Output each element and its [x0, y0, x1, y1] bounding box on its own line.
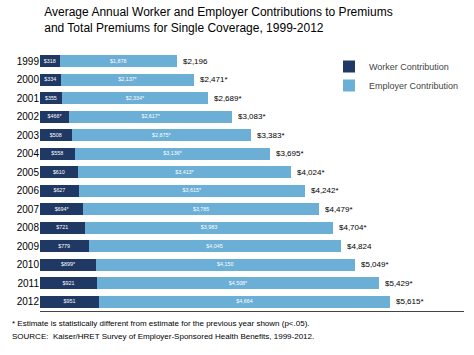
svg-text:2001: 2001	[17, 93, 40, 104]
svg-text:$4,664: $4,664	[236, 298, 252, 304]
svg-text:$2,196: $2,196	[183, 57, 208, 66]
svg-text:* Estimate is statistically di: * Estimate is statistically different fr…	[12, 319, 310, 328]
svg-text:$4,824: $4,824	[347, 242, 372, 251]
svg-text:$3,695*: $3,695*	[276, 149, 304, 158]
svg-text:$2,334*: $2,334*	[126, 95, 144, 101]
svg-text:$3,785: $3,785	[193, 206, 209, 212]
svg-text:2008: 2008	[17, 222, 40, 233]
svg-text:$508: $508	[50, 132, 62, 138]
svg-text:$951: $951	[64, 298, 76, 304]
svg-text:$2,689*: $2,689*	[214, 94, 242, 103]
svg-text:1999: 1999	[17, 56, 40, 67]
svg-text:$3,083*: $3,083*	[238, 112, 266, 121]
svg-text:$334: $334	[44, 76, 56, 82]
svg-text:$5,429*: $5,429*	[385, 279, 413, 288]
svg-text:2011: 2011	[17, 278, 39, 289]
svg-text:2006: 2006	[17, 185, 40, 196]
svg-text:Worker Contribution: Worker Contribution	[369, 62, 449, 72]
svg-text:$3,383*: $3,383*	[257, 131, 285, 140]
svg-text:$558: $558	[51, 150, 63, 156]
svg-text:2009: 2009	[17, 241, 40, 252]
svg-text:$4,150: $4,150	[217, 261, 233, 267]
svg-text:$2,875*: $2,875*	[152, 132, 170, 138]
svg-text:$318: $318	[44, 58, 56, 64]
svg-text:SOURCE: Kaiser/HRET Survey of: SOURCE: Kaiser/HRET Survey of Employer-S…	[12, 332, 314, 341]
svg-text:2002: 2002	[17, 111, 40, 122]
svg-text:$4,024*: $4,024*	[297, 168, 325, 177]
svg-text:$5,615*: $5,615*	[396, 297, 424, 306]
svg-text:Average Annual Worker and Empl: Average Annual Worker and Employer Contr…	[44, 5, 392, 35]
svg-text:$610: $610	[53, 169, 65, 175]
svg-text:2000: 2000	[17, 74, 40, 85]
svg-text:2004: 2004	[17, 148, 40, 159]
svg-text:$5,049*: $5,049*	[361, 260, 389, 269]
svg-text:$1,878: $1,878	[110, 58, 126, 64]
svg-text:2003: 2003	[17, 130, 40, 141]
svg-text:$899*: $899*	[61, 261, 75, 267]
svg-text:$4,045: $4,045	[206, 243, 222, 249]
svg-text:Employer Contribution: Employer Contribution	[369, 81, 458, 91]
svg-text:$694*: $694*	[55, 206, 69, 212]
svg-text:2005: 2005	[17, 167, 40, 178]
svg-text:$4,479*: $4,479*	[325, 205, 353, 214]
svg-text:$2,137*: $2,137*	[118, 76, 136, 82]
svg-text:$3,136*: $3,136*	[163, 150, 181, 156]
svg-text:2007: 2007	[17, 204, 40, 215]
svg-text:2012: 2012	[17, 296, 40, 307]
svg-text:$466*: $466*	[48, 113, 62, 119]
svg-text:$4,242*: $4,242*	[311, 186, 339, 195]
svg-text:$921: $921	[63, 280, 75, 286]
svg-text:$3,983: $3,983	[201, 224, 217, 230]
svg-text:$627: $627	[53, 187, 65, 193]
svg-text:$721: $721	[56, 224, 68, 230]
svg-text:$3,615*: $3,615*	[183, 187, 201, 193]
svg-text:$2,617*: $2,617*	[141, 113, 159, 119]
svg-text:$4,508*: $4,508*	[229, 280, 247, 286]
svg-text:$2,471*: $2,471*	[200, 75, 228, 84]
svg-text:2010: 2010	[17, 259, 40, 270]
svg-text:$355: $355	[45, 95, 57, 101]
svg-text:$4,704*: $4,704*	[339, 223, 367, 232]
svg-text:$779: $779	[58, 243, 70, 249]
svg-text:$3,413*: $3,413*	[175, 169, 193, 175]
